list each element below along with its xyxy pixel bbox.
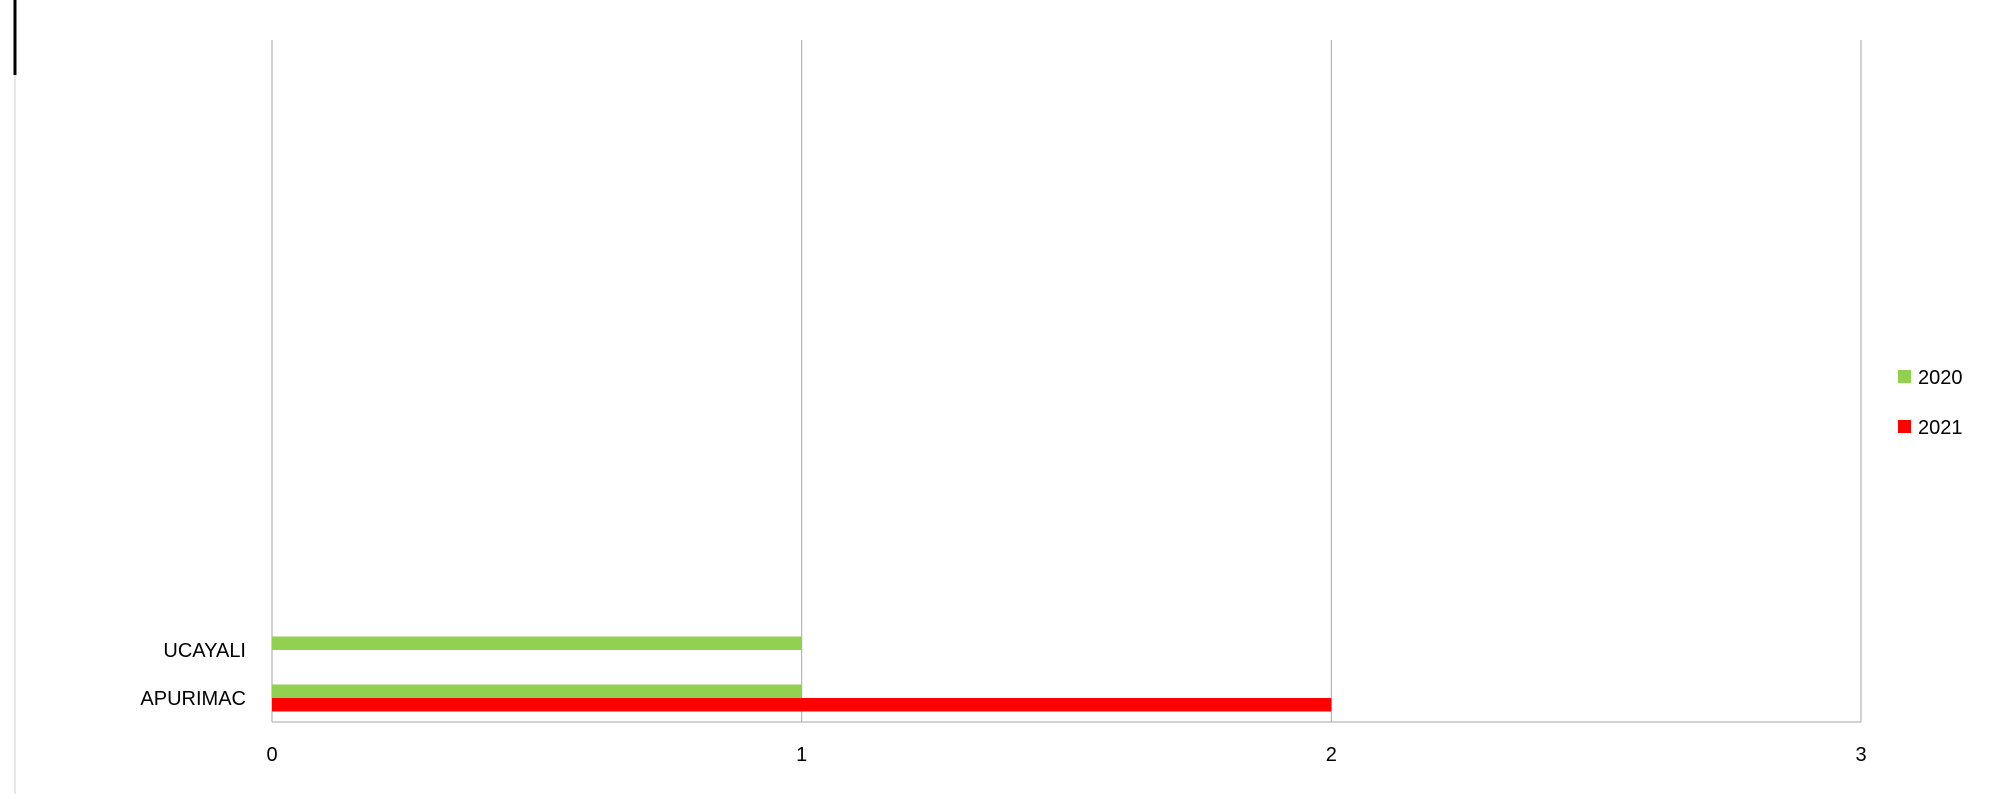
legend-swatch <box>1898 370 1911 383</box>
axis-labels: 0 1 2 3 APURIMAC UCAYALI <box>140 640 1866 766</box>
bar-2021-apurimac <box>272 698 1332 712</box>
gridlines <box>271 40 1862 723</box>
legend: 2020 2021 <box>1898 367 1963 439</box>
bars <box>272 636 1332 712</box>
legend-swatch <box>1898 420 1911 433</box>
bar-2020-apurimac <box>272 684 802 698</box>
category-label: UCAYALI <box>163 640 246 662</box>
x-tick-label: 3 <box>1855 744 1866 766</box>
bar-2020-ucayali <box>272 636 802 650</box>
legend-label: 2020 <box>1918 367 1963 389</box>
x-tick-label: 2 <box>1326 744 1337 766</box>
x-tick-label: 0 <box>266 744 277 766</box>
legend-label: 2021 <box>1918 417 1963 439</box>
category-label: APURIMAC <box>140 688 246 710</box>
x-tick-label: 1 <box>796 744 807 766</box>
